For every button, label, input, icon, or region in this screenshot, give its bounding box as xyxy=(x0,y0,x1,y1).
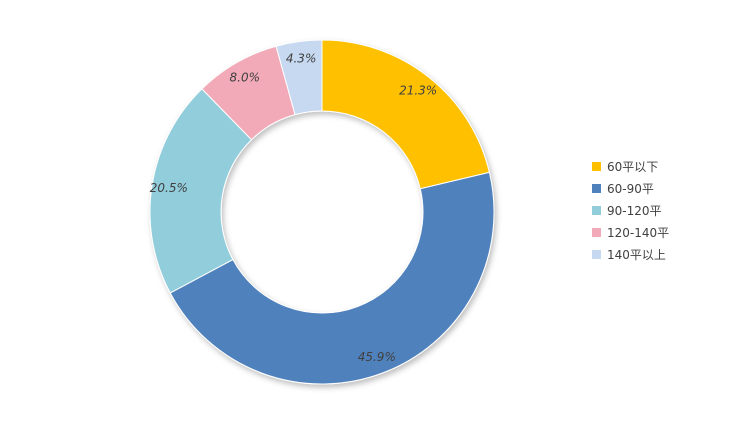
slice-label-1: 21.3% xyxy=(399,83,437,97)
legend-item-2: 60-90平 xyxy=(592,177,722,199)
legend-swatch-1 xyxy=(592,161,601,171)
slice-label-4: 8.0% xyxy=(230,71,261,85)
slice-3 xyxy=(149,88,253,294)
legend-item-5: 140平以上 xyxy=(592,243,722,265)
legend-item-4: 120-140平 xyxy=(592,221,722,243)
legend-swatch-3 xyxy=(592,205,601,215)
donut-labels: 21.3% 45.9% 20.5% 8.0% 4.3% xyxy=(150,51,437,364)
legend-label-2: 60-90平 xyxy=(607,181,654,196)
slice-2 xyxy=(169,171,495,385)
legend: 60平以下 60-90平 90-120平 120-140平 140平以上 xyxy=(592,155,722,265)
legend-label-5: 140平以上 xyxy=(607,247,666,262)
legend-label-1: 60平以下 xyxy=(607,159,659,174)
slice-label-2: 45.9% xyxy=(358,350,396,364)
slice-1 xyxy=(321,39,490,190)
legend-swatch-4 xyxy=(592,227,601,237)
donut-slices xyxy=(149,39,495,385)
slice-5 xyxy=(275,39,323,116)
legend-item-3: 90-120平 xyxy=(592,199,722,221)
legend-swatch-5 xyxy=(592,249,601,259)
legend-item-1: 60平以下 xyxy=(592,155,722,177)
slice-label-3: 20.5% xyxy=(150,181,188,195)
legend-label-3: 90-120平 xyxy=(607,203,662,218)
legend-swatch-2 xyxy=(592,183,601,193)
legend-label-4: 120-140平 xyxy=(607,225,670,240)
slice-label-5: 4.3% xyxy=(286,51,317,65)
